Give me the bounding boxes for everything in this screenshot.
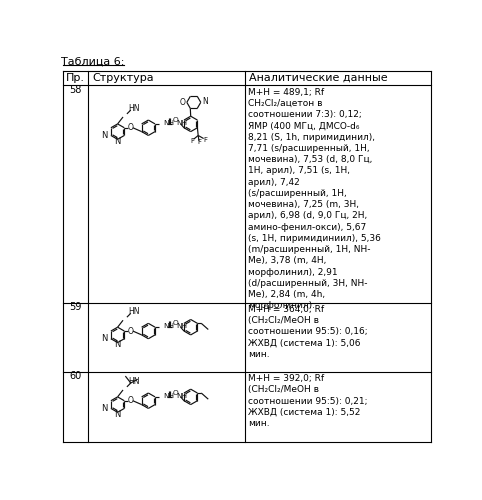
Text: O: O bbox=[128, 124, 134, 132]
Text: N: N bbox=[202, 97, 208, 106]
Text: N: N bbox=[101, 131, 107, 140]
Text: O: O bbox=[173, 390, 179, 396]
Text: HN: HN bbox=[128, 377, 140, 386]
Text: 58: 58 bbox=[69, 85, 82, 95]
Text: NH: NH bbox=[176, 120, 187, 126]
Text: 60: 60 bbox=[69, 372, 82, 382]
Text: М+Н = 364,0; Rf
(СН₂Cl₂/МеОН в
соотношении 95:5): 0,16;
ЖХВД (система 1): 5,06
м: М+Н = 364,0; Rf (СН₂Cl₂/МеОН в соотношен… bbox=[248, 305, 367, 359]
Text: N: N bbox=[114, 340, 120, 349]
Text: O: O bbox=[128, 326, 134, 336]
Text: NH: NH bbox=[176, 393, 187, 399]
Text: F: F bbox=[203, 137, 207, 143]
Text: O: O bbox=[173, 117, 179, 123]
Text: М+Н = 489,1; Rf
СН₂Cl₂/ацетон в
соотношении 7:3): 0,12;
ЯМР (400 МГц, ДМСО-d₆
8,: М+Н = 489,1; Rf СН₂Cl₂/ацетон в соотноше… bbox=[248, 88, 381, 310]
Text: М+Н = 392,0; Rf
(СН₂Cl₂/МеОН в
соотношении 95:5): 0,21;
ЖХВД (система 1): 5,52
м: М+Н = 392,0; Rf (СН₂Cl₂/МеОН в соотношен… bbox=[248, 374, 367, 428]
Text: HN: HN bbox=[128, 104, 140, 113]
Text: Структура: Структура bbox=[92, 73, 154, 83]
Text: O: O bbox=[179, 98, 185, 107]
Text: O: O bbox=[173, 320, 179, 326]
Text: F: F bbox=[197, 140, 201, 145]
Text: O: O bbox=[128, 396, 134, 405]
Text: NH: NH bbox=[176, 324, 187, 330]
Text: N: N bbox=[114, 410, 120, 419]
Text: F: F bbox=[190, 138, 194, 144]
Text: Пр.: Пр. bbox=[66, 73, 85, 83]
Text: NH: NH bbox=[163, 324, 174, 330]
Text: Аналитические данные: Аналитические данные bbox=[249, 73, 387, 83]
Text: N: N bbox=[114, 137, 120, 146]
Text: Таблица 6:: Таблица 6: bbox=[61, 56, 124, 66]
Text: N: N bbox=[101, 404, 107, 413]
Text: HN: HN bbox=[128, 308, 140, 316]
Text: 59: 59 bbox=[69, 302, 82, 312]
Text: NH: NH bbox=[163, 120, 174, 126]
Text: N: N bbox=[101, 334, 107, 343]
Text: NH: NH bbox=[163, 393, 174, 399]
